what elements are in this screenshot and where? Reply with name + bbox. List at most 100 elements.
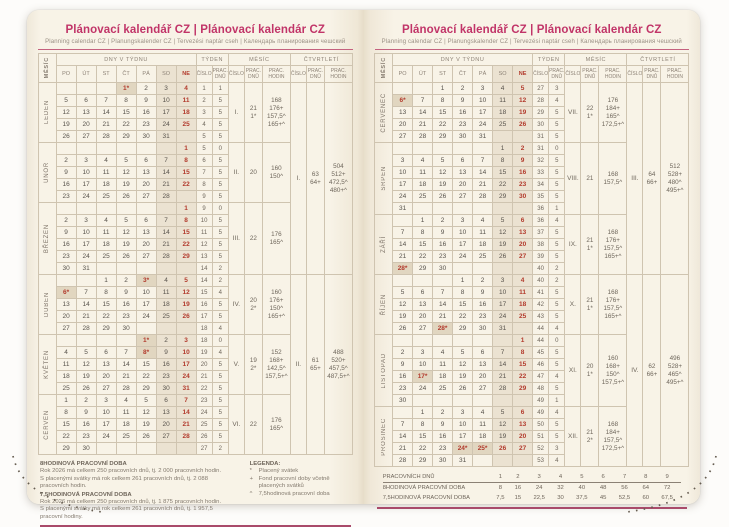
- value-line: 457,5^: [329, 364, 348, 372]
- day-cell: 2: [432, 406, 454, 419]
- week-number-cell: 46: [532, 358, 550, 371]
- day-cell: 21: [472, 178, 494, 191]
- day-cell: 14: [175, 406, 197, 419]
- value-line: 2*: [250, 304, 257, 312]
- value-line: 176+: [605, 296, 620, 304]
- day-cell: 13: [512, 418, 534, 431]
- value-line: 157,5+^: [601, 378, 625, 386]
- value-line: 20: [249, 168, 257, 176]
- day-name-header: SO: [492, 65, 514, 83]
- value-line: 157,5^: [603, 244, 623, 252]
- day-cell: 9: [432, 418, 454, 431]
- week-number-cell: 14: [195, 262, 213, 275]
- day-cell: 29: [452, 322, 474, 335]
- day-cell: 7: [115, 346, 137, 359]
- day-cell: [512, 322, 534, 335]
- day-cell: 13: [412, 298, 434, 311]
- day-cell: 4: [512, 274, 534, 287]
- day-cell: 30: [512, 190, 534, 203]
- week-number-cell: 9: [195, 202, 213, 215]
- title-rule: [38, 49, 353, 50]
- week-row: 25 26 27 28 29 30 31 22 5: [38, 382, 352, 395]
- day-cell: 29: [135, 382, 157, 395]
- day-cell: 14: [472, 166, 494, 179]
- legend-symbol: +: [249, 475, 254, 482]
- week-number-cell: 7: [195, 166, 213, 179]
- day-cell: 14: [392, 238, 414, 251]
- week-row: 12 13 14 15 16 17 18 42 5: [375, 298, 689, 311]
- value-line: 480+^: [329, 186, 347, 194]
- month-axis-label: MĚSÍC: [44, 57, 51, 79]
- footer-value-cell: 56: [621, 485, 628, 491]
- month-name: ČERVEN: [44, 409, 51, 440]
- week-workdays-cell: 4: [211, 286, 229, 299]
- value-line: 168: [607, 170, 619, 178]
- day-cell: [512, 130, 534, 143]
- month-name: DUBEN: [44, 291, 51, 317]
- day-cell: [155, 142, 177, 155]
- day-cell: 25: [512, 310, 534, 323]
- day-cell: 5: [175, 274, 197, 287]
- value-line: 64+: [310, 178, 321, 186]
- day-cell: 15: [412, 430, 434, 443]
- day-name-header: ST: [95, 65, 117, 83]
- value-line: 22: [249, 420, 257, 428]
- week-row: ŘÍJEN 1 2 3 4 40 2 X. 21 1* 168 176+ 157,5^ 165+^ IV. 6…: [374, 274, 690, 467]
- day-cell: [135, 142, 157, 155]
- value-line: 22: [249, 234, 257, 242]
- week-number-cell: 14: [195, 274, 213, 287]
- day-cell: [452, 334, 474, 347]
- day-cell: 16: [75, 418, 97, 431]
- day-cell: 10: [492, 286, 514, 299]
- day-cell: 17: [175, 358, 197, 371]
- value-line: 2*: [250, 364, 257, 372]
- value-line: 157,5^: [267, 112, 286, 120]
- month-number-cell: XI.: [564, 334, 582, 407]
- day-cell: 3: [492, 274, 514, 287]
- month-number-cell: VII.: [564, 82, 582, 143]
- week-number-cell: 37: [532, 226, 550, 239]
- week-number-cell: 40: [532, 262, 550, 275]
- day-cell: 29: [412, 454, 434, 467]
- day-cell: [95, 334, 117, 347]
- day-cell: 19: [75, 370, 97, 383]
- day-cell: 24: [412, 382, 434, 395]
- day-cell: [75, 274, 97, 287]
- day-cell: 24: [95, 430, 117, 443]
- day-cell: 5: [115, 154, 137, 167]
- week-workdays-cell: 0: [211, 142, 229, 155]
- day-cell: 27: [55, 322, 77, 335]
- week-workdays-cell: 1: [548, 394, 566, 407]
- week-row: 16 17 18 19 20 21 22 12 5: [38, 238, 352, 251]
- day-cell: [135, 202, 157, 215]
- day-cell: 3*: [135, 274, 157, 287]
- day-cell: 21: [392, 442, 414, 455]
- day-cell: [135, 442, 157, 455]
- week-row: 5 6 7 8 9 10 11 41 5: [375, 286, 689, 299]
- day-cell: [155, 322, 177, 335]
- footer-table-row: PRACOVNÍCH DNŮ 1 2 3 4 5 6 7 8 9: [382, 472, 681, 483]
- month-workhours-cell: 168 176+ 157,5^ 165+^: [598, 274, 628, 335]
- day-cell: 16: [392, 370, 414, 383]
- footer-value-cell: 15: [514, 495, 522, 501]
- month-axis-label: MĚSÍC: [380, 57, 387, 79]
- footer-value-cell: 48: [599, 485, 607, 491]
- day-cell: 12: [135, 406, 157, 419]
- day-cell: 25: [492, 118, 514, 131]
- day-cell: [75, 334, 97, 347]
- month-number-cell: IV.: [227, 274, 245, 335]
- week-row: PROSINEC 1 2 3 4 5 6 49 4 XII. 21 2* 168 184+ 157,5^ 17…: [374, 406, 689, 467]
- day-cell: [412, 142, 434, 155]
- day-cell: 10: [155, 94, 177, 107]
- day-cell: 25: [115, 430, 137, 443]
- day-cell: [452, 202, 474, 215]
- week-workdays-cell: 5: [211, 238, 229, 251]
- sub-header: PRAC. DNŮ: [243, 65, 263, 83]
- summary-line: S placenými svátky má rok celkem 261 pra…: [40, 506, 213, 520]
- week-group-header: TÝDEN: [195, 53, 229, 66]
- sub-header: PRAC. DNŮ: [211, 65, 229, 83]
- day-cell: 8: [452, 286, 474, 299]
- week-number-cell: 26: [195, 430, 213, 443]
- week-row: KVĚTEN 1* 2 3 18 0 V. 19 2* 152 168+ 142,5^ 157,5+^: [37, 334, 352, 395]
